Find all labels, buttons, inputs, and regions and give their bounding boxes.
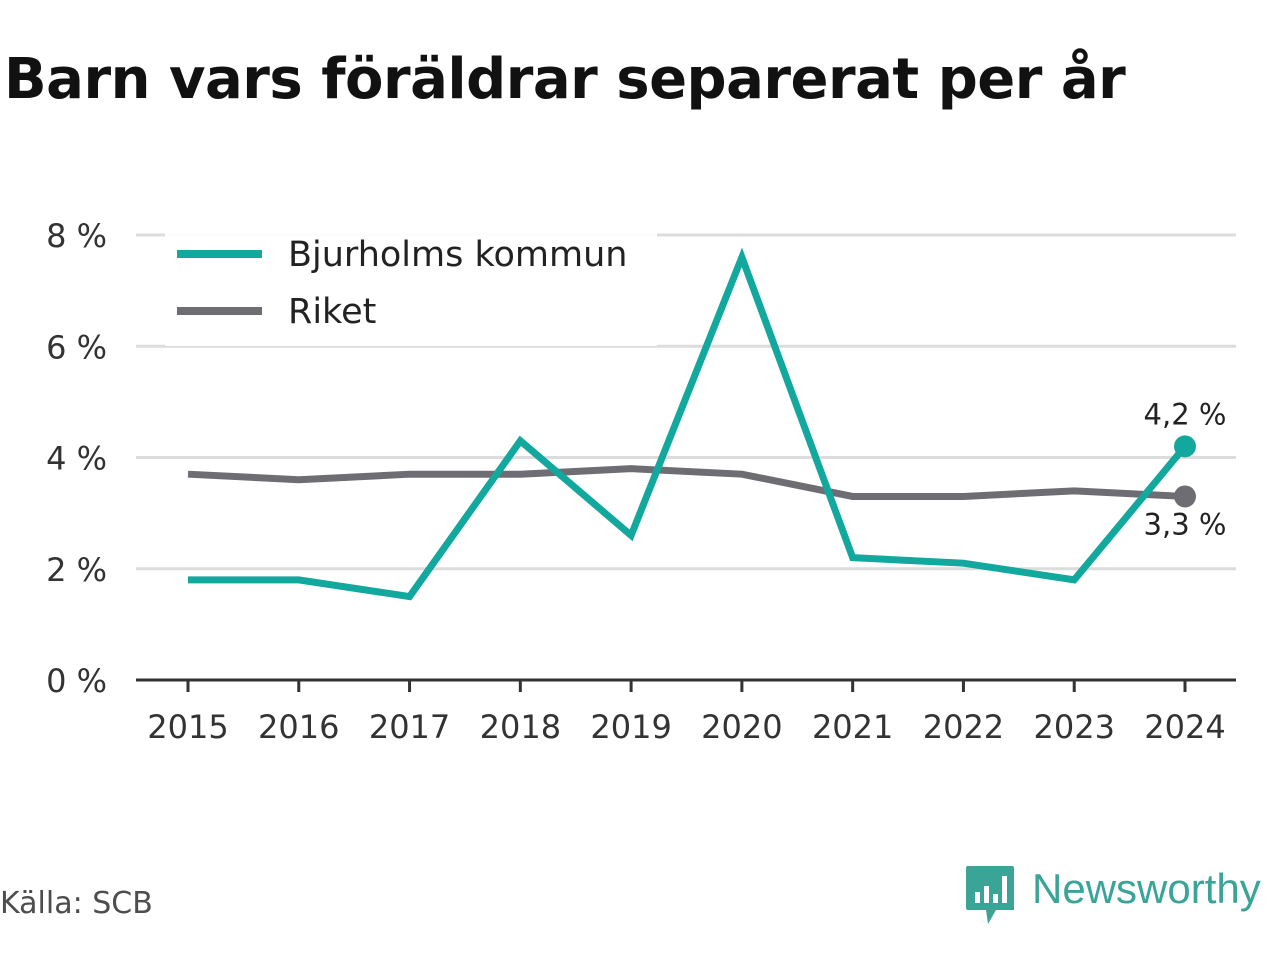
x-tick-label: 2018 <box>480 708 561 746</box>
brand-logo: Newsworthy <box>964 864 1261 926</box>
y-axis: 0 % 2 % 4 % 6 % 8 % <box>46 217 107 700</box>
newsworthy-logo-icon <box>966 866 1014 924</box>
x-tick-label: 2020 <box>701 708 782 746</box>
x-tick-label: 2021 <box>812 708 893 746</box>
y-tick-label: 0 % <box>46 662 107 700</box>
x-tick-labels: 2015 2016 2017 2018 2019 2020 2021 2022 2023 2024 <box>147 708 1225 746</box>
x-tick-label: 2022 <box>923 708 1004 746</box>
chart-title: Barn vars föräldrar separerat per år <box>4 47 1126 112</box>
y-tick-label: 4 % <box>46 440 107 478</box>
legend-label: Riket <box>288 292 376 332</box>
x-tick-label: 2015 <box>147 708 228 746</box>
brand-name: Newsworthy <box>1032 865 1261 912</box>
legend-label: Bjurholms kommun <box>288 235 627 275</box>
end-labels: 4,2 % 3,3 % <box>1144 397 1227 541</box>
source-note: Källa: SCB <box>0 886 153 921</box>
x-tick-label: 2017 <box>369 708 450 746</box>
series-lines <box>187 247 1196 601</box>
line-chart: 0 % 2 % 4 % 6 % 8 % 2015 2016 2017 2018 2019 2020… <box>46 217 1236 746</box>
end-point-bjurholm <box>1174 435 1196 458</box>
y-tick-label: 6 % <box>46 328 107 366</box>
end-label-riket: 3,3 % <box>1144 507 1227 541</box>
x-tick-label: 2019 <box>590 708 671 746</box>
x-axis <box>136 678 1236 692</box>
legend: Bjurholms kommun Riket <box>165 232 657 346</box>
x-tick-label: 2016 <box>258 708 339 746</box>
y-tick-label: 8 % <box>46 217 107 255</box>
x-tick-label: 2024 <box>1144 708 1225 746</box>
series-line-bjurholm <box>188 247 1188 601</box>
end-label-bjurholm: 4,2 % <box>1144 397 1227 431</box>
end-point-riket <box>1174 485 1196 508</box>
series-line-riket <box>187 465 1186 500</box>
y-tick-label: 2 % <box>46 551 107 589</box>
x-tick-label: 2023 <box>1034 708 1115 746</box>
